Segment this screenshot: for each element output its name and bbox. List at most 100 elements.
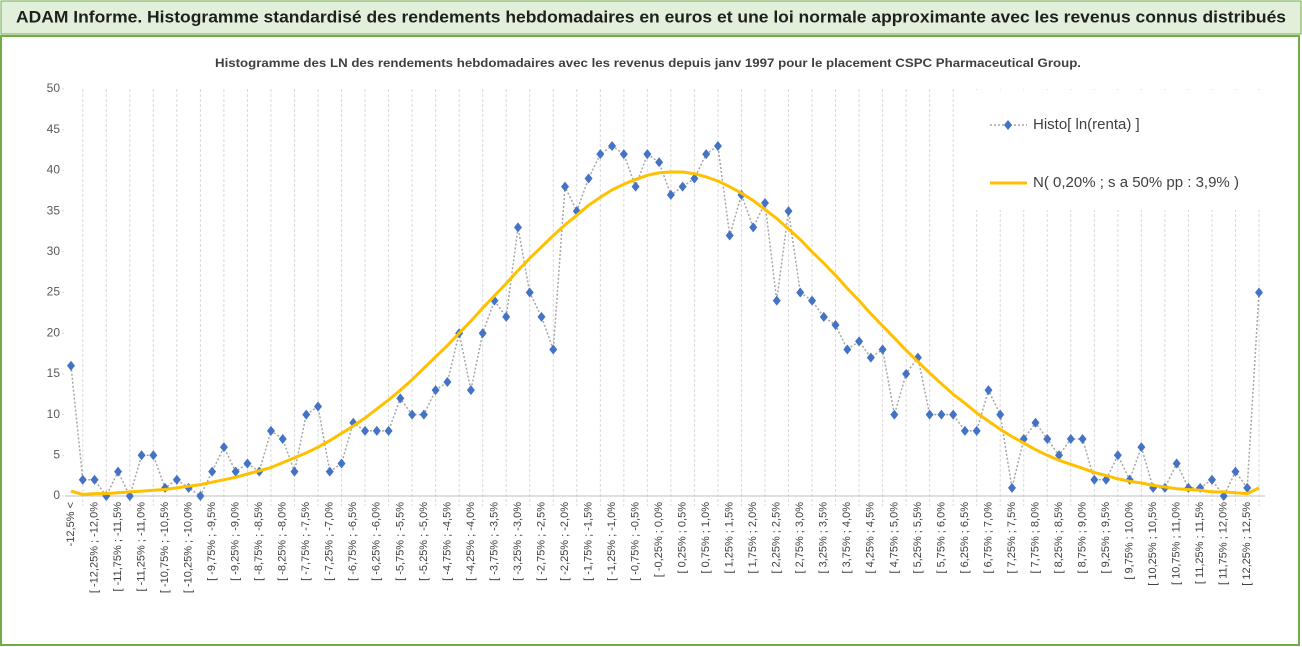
data-point bbox=[772, 295, 781, 306]
data-point bbox=[784, 206, 793, 217]
x-tick-label: [ 6,25% ; 6,5% bbox=[959, 502, 971, 574]
x-tick-label: [ -1,75% ; -1,5% bbox=[582, 502, 594, 581]
data-point bbox=[314, 401, 323, 412]
x-tick-label: [ -1,25% ; -1,0% bbox=[606, 502, 618, 581]
data-point bbox=[925, 409, 934, 420]
x-tick-label: [ 3,25% ; 3,5% bbox=[818, 502, 830, 574]
x-tick-label: [ -11,25% ; -11,0% bbox=[135, 502, 147, 592]
x-tick-label: [ 11,25% ; 11,5% bbox=[1194, 502, 1206, 584]
x-tick-label: [ -8,25% ; -8,0% bbox=[277, 502, 289, 581]
data-point bbox=[114, 466, 123, 477]
data-point bbox=[466, 385, 475, 396]
x-tick-label: [ 9,75% ; 10,0% bbox=[1124, 502, 1136, 580]
legend-box bbox=[965, 90, 1290, 210]
data-point bbox=[713, 140, 722, 151]
data-point bbox=[1172, 458, 1181, 469]
legend-marker bbox=[1004, 120, 1012, 130]
x-tick-label: [ 10,25% ; 10,5% bbox=[1147, 502, 1159, 586]
data-point bbox=[513, 222, 522, 233]
y-tick-label: 30 bbox=[47, 244, 61, 258]
x-tick-label: [ -2,75% ; -2,5% bbox=[535, 502, 547, 581]
x-tick-label: [ -7,25% ; -7,0% bbox=[324, 502, 336, 581]
data-point bbox=[90, 474, 99, 485]
data-point bbox=[819, 311, 828, 322]
x-tick-label: [ 4,75% ; 5,0% bbox=[888, 502, 900, 574]
x-tick-label: [ -11,75% ; -11,5% bbox=[112, 502, 124, 592]
data-point bbox=[325, 466, 334, 477]
x-tick-label: [ -4,25% ; -4,0% bbox=[465, 502, 477, 581]
plot-area: 0 5 10 15 20 25 30 35 40 45 50 -12,5% < [ -12,25% ; … bbox=[47, 81, 1290, 593]
data-point bbox=[561, 181, 570, 192]
data-point bbox=[219, 442, 228, 453]
header-title: ADAM Informe. Histogramme standardisé de… bbox=[16, 7, 1286, 26]
data-point bbox=[1031, 417, 1040, 428]
x-tick-label: [ 0,25% ; 0,5% bbox=[677, 502, 689, 574]
data-point bbox=[137, 450, 146, 461]
data-point bbox=[337, 458, 346, 469]
x-tick-label: [ -6,75% ; -6,5% bbox=[347, 502, 359, 581]
data-point bbox=[678, 181, 687, 192]
x-tick-label: [ 3,75% ; 4,0% bbox=[841, 502, 853, 574]
data-point bbox=[643, 149, 652, 160]
x-tick-label: [ -2,25% ; -2,0% bbox=[559, 502, 571, 581]
data-point bbox=[408, 409, 417, 420]
x-tick-label: [ -10,25% ; -10,0% bbox=[183, 502, 195, 593]
y-tick-label: 45 bbox=[47, 122, 61, 136]
data-point bbox=[843, 344, 852, 355]
legend-label: Histo[ ln(renta) ] bbox=[1033, 116, 1140, 133]
x-tick-label: [ 7,75% ; 8,0% bbox=[1029, 502, 1041, 574]
data-point bbox=[419, 409, 428, 420]
data-point bbox=[1231, 466, 1240, 477]
data-point bbox=[596, 149, 605, 160]
x-tick-label: [ 8,25% ; 8,5% bbox=[1053, 502, 1065, 574]
data-point bbox=[1137, 442, 1146, 453]
y-tick-label: 5 bbox=[53, 447, 60, 461]
x-tick-label: [ 11,75% ; 12,0% bbox=[1218, 502, 1230, 585]
x-tick-label: [ -9,75% ; -9,5% bbox=[206, 502, 218, 581]
data-point bbox=[960, 425, 969, 436]
x-tick-label: [ 1,75% ; 2,0% bbox=[747, 502, 759, 574]
y-tick-label: 40 bbox=[47, 163, 61, 177]
data-point bbox=[231, 466, 240, 477]
data-point bbox=[1007, 482, 1016, 493]
data-point bbox=[972, 425, 981, 436]
data-point bbox=[208, 466, 217, 477]
data-point bbox=[525, 287, 534, 298]
data-point bbox=[443, 377, 452, 388]
data-point bbox=[361, 425, 370, 436]
data-point bbox=[760, 197, 769, 208]
x-tick-label: [ -9,25% ; -9,0% bbox=[230, 502, 242, 581]
data-point bbox=[149, 450, 158, 461]
data-point bbox=[878, 344, 887, 355]
data-point bbox=[196, 491, 205, 501]
data-point bbox=[1090, 474, 1099, 485]
y-tick-label: 50 bbox=[47, 81, 61, 95]
data-point bbox=[67, 360, 75, 371]
y-tick-label: 15 bbox=[47, 366, 61, 380]
data-point bbox=[702, 149, 711, 160]
data-point bbox=[725, 230, 734, 241]
header-bar bbox=[0, 0, 1302, 35]
x-tick-label: [ -3,25% ; -3,0% bbox=[512, 502, 524, 581]
x-tick-label: [ -0,75% ; -0,5% bbox=[630, 502, 642, 581]
x-tick-label: [ 4,25% ; 4,5% bbox=[865, 502, 877, 574]
data-point bbox=[78, 474, 87, 485]
x-tick-label: [ 6,75% ; 7,0% bbox=[982, 502, 994, 574]
x-tick-label: [ 10,75% ; 11,0% bbox=[1171, 502, 1183, 585]
y-tick-label: 20 bbox=[47, 325, 61, 339]
x-tick-label: [ -3,75% ; -3,5% bbox=[488, 502, 500, 581]
data-point bbox=[808, 295, 817, 306]
data-point bbox=[866, 352, 875, 363]
data-point bbox=[831, 320, 840, 331]
data-point bbox=[619, 149, 628, 160]
data-point bbox=[890, 409, 899, 420]
x-tick-label: [ -7,75% ; -7,5% bbox=[300, 502, 312, 581]
data-point bbox=[549, 344, 558, 355]
x-tick-label: [ 2,25% ; 2,5% bbox=[771, 502, 783, 574]
data-point bbox=[384, 425, 393, 436]
x-tick-label: [ -0,25% ; 0,0% bbox=[653, 502, 665, 577]
x-tick-label: [ -5,75% ; -5,5% bbox=[394, 502, 406, 581]
y-tick-label: 25 bbox=[47, 285, 61, 299]
data-point bbox=[396, 393, 405, 404]
